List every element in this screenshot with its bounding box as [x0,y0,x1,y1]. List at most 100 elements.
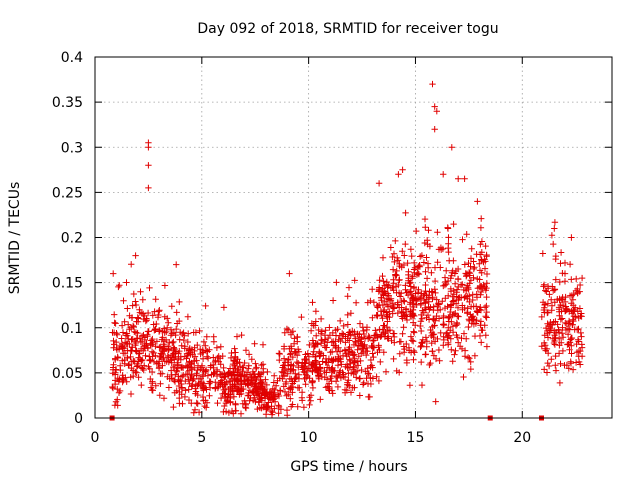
data-point [402,282,409,289]
data-point [483,253,490,260]
data-point [471,352,479,359]
data-point [559,334,567,341]
data-point [410,319,417,326]
x-tick-label: 0 [91,430,100,446]
data-point [423,343,430,350]
data-point [380,292,387,299]
data-point [317,315,325,323]
data-point [437,306,444,313]
data-point [281,388,289,396]
data-point [458,335,465,342]
data-point [452,347,459,354]
x-tick-label: 5 [197,430,206,446]
data-point [141,334,149,341]
data-point [206,392,213,399]
data-point [417,322,424,330]
data-point [429,348,436,355]
data-point [138,381,145,389]
data-point [383,313,390,320]
data-point [461,347,469,354]
data-point [418,252,426,259]
data-point [308,379,316,386]
data-point [431,103,438,110]
data-point [293,358,301,366]
data-point [334,383,342,391]
data-point [128,336,135,343]
chart-title: Day 092 of 2018, SRMTID for receiver tog… [197,21,498,37]
data-point [192,390,199,397]
data-point [430,331,438,338]
data-point [565,365,572,372]
data-point [120,350,127,357]
data-point [478,339,485,346]
data-point [449,358,456,365]
data-point [351,331,358,338]
data-point [354,346,361,353]
data-point [276,350,283,358]
data-point [455,339,462,346]
data-point [252,386,259,394]
data-point [575,325,582,333]
data-point [200,338,208,346]
data-point [454,275,462,283]
data-point [461,175,468,182]
data-point [153,320,160,328]
data-point [470,265,477,273]
data-point [384,290,392,297]
data-point [333,279,340,286]
data-point [373,373,380,380]
data-point [434,259,441,266]
data-point [569,296,577,303]
data-point [201,402,208,410]
data-point [381,288,388,295]
data-point [374,349,381,356]
data-point [319,358,326,365]
data-point [111,402,119,409]
data-point [326,387,333,394]
data-point [391,258,398,266]
data-point [444,224,451,231]
data-point [116,387,124,395]
data-point [425,227,432,234]
data-point [172,350,179,357]
data-point [383,278,390,286]
data-point [206,380,213,387]
data-point [464,305,471,312]
data-point [173,387,180,394]
data-point [126,312,133,319]
data-point [128,364,135,372]
data-point [156,307,163,314]
data-point [344,311,351,319]
data-point [113,346,121,353]
data-point [355,337,362,344]
data-point [400,349,408,356]
data-point [127,390,135,398]
data-point [575,338,582,345]
data-point [200,397,207,404]
data-point [233,333,241,340]
data-point [410,356,417,363]
data-point [295,348,303,355]
data-point [403,289,410,296]
data-point [220,364,227,372]
data-point [380,278,387,285]
data-point [109,370,117,377]
data-point [185,330,192,337]
data-point [566,292,574,299]
data-point [575,358,583,366]
data-point [483,270,491,278]
data-point [467,303,475,310]
data-point [354,362,362,369]
data-point [193,399,200,407]
data-point [322,327,329,334]
data-point [557,249,565,256]
grid-layer [95,57,612,418]
data-point [411,329,418,336]
data-point [375,342,382,349]
data-point [109,383,116,391]
data-point [327,375,334,382]
y-tick-label: 0.3 [61,140,83,156]
data-point [230,393,238,400]
data-point [170,329,178,336]
y-tick-label: 0.4 [61,50,83,66]
